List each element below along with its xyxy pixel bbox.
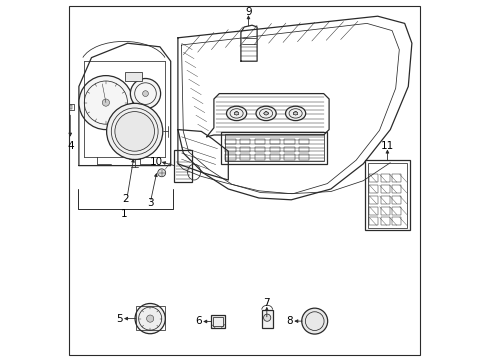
- Bar: [392, 196, 401, 204]
- Ellipse shape: [293, 112, 297, 115]
- Ellipse shape: [264, 112, 267, 115]
- Bar: [299, 147, 309, 152]
- Ellipse shape: [293, 112, 297, 115]
- Circle shape: [146, 315, 153, 322]
- Circle shape: [158, 169, 165, 177]
- Text: 11: 11: [380, 141, 393, 151]
- Circle shape: [301, 308, 327, 334]
- Ellipse shape: [264, 112, 267, 115]
- Circle shape: [263, 314, 270, 321]
- Bar: [211, 315, 224, 328]
- Text: 10: 10: [150, 157, 163, 167]
- Text: 9: 9: [244, 6, 251, 17]
- Text: 6: 6: [195, 316, 202, 327]
- Bar: [380, 217, 389, 225]
- Text: 8: 8: [285, 316, 292, 326]
- Bar: [240, 147, 250, 152]
- Bar: [221, 132, 326, 164]
- Ellipse shape: [234, 112, 238, 115]
- Bar: [367, 163, 406, 228]
- Ellipse shape: [234, 112, 238, 115]
- Ellipse shape: [293, 112, 297, 115]
- Ellipse shape: [264, 112, 267, 115]
- Bar: [269, 147, 279, 152]
- Circle shape: [135, 303, 165, 334]
- Bar: [299, 139, 309, 144]
- Bar: [392, 185, 401, 193]
- Bar: [240, 154, 250, 160]
- Bar: [368, 196, 378, 204]
- Bar: [213, 317, 223, 326]
- Bar: [284, 147, 294, 152]
- Ellipse shape: [264, 112, 267, 115]
- Ellipse shape: [226, 106, 246, 121]
- Ellipse shape: [293, 112, 297, 115]
- Bar: [284, 154, 294, 160]
- Bar: [368, 217, 378, 225]
- Bar: [380, 185, 389, 193]
- Circle shape: [130, 78, 160, 109]
- Ellipse shape: [293, 112, 297, 115]
- Ellipse shape: [293, 112, 297, 115]
- Circle shape: [102, 99, 109, 106]
- Circle shape: [79, 76, 133, 130]
- Bar: [269, 139, 279, 144]
- Bar: [368, 174, 378, 182]
- Ellipse shape: [256, 106, 276, 121]
- Ellipse shape: [234, 112, 238, 115]
- Ellipse shape: [264, 112, 267, 115]
- Bar: [70, 105, 72, 109]
- Ellipse shape: [264, 112, 267, 115]
- Bar: [254, 139, 264, 144]
- Ellipse shape: [293, 112, 297, 115]
- Bar: [225, 154, 235, 160]
- Ellipse shape: [234, 112, 238, 115]
- Bar: [254, 147, 264, 152]
- Ellipse shape: [285, 106, 305, 121]
- Bar: [225, 147, 235, 152]
- Bar: [368, 185, 378, 193]
- Circle shape: [142, 91, 148, 96]
- Bar: [380, 174, 389, 182]
- Text: 7: 7: [263, 298, 269, 308]
- Bar: [299, 154, 309, 160]
- Circle shape: [115, 112, 154, 151]
- Text: 2: 2: [122, 194, 129, 204]
- Ellipse shape: [264, 112, 267, 115]
- Ellipse shape: [264, 112, 267, 115]
- Bar: [174, 150, 191, 182]
- Text: 3: 3: [146, 198, 153, 208]
- Bar: [136, 306, 164, 330]
- Circle shape: [106, 103, 163, 159]
- Bar: [392, 207, 401, 215]
- Text: 1: 1: [121, 209, 127, 219]
- Text: 4: 4: [67, 141, 73, 151]
- Ellipse shape: [293, 112, 297, 115]
- Bar: [380, 207, 389, 215]
- Ellipse shape: [234, 112, 238, 115]
- Bar: [380, 196, 389, 204]
- Ellipse shape: [234, 112, 238, 115]
- Bar: [224, 134, 323, 161]
- Text: 5: 5: [116, 314, 122, 324]
- Ellipse shape: [234, 112, 238, 115]
- Bar: [225, 139, 235, 144]
- Bar: [261, 310, 272, 328]
- Bar: [125, 72, 142, 81]
- Bar: [240, 139, 250, 144]
- Ellipse shape: [234, 112, 238, 115]
- Bar: [365, 160, 409, 230]
- Bar: [269, 154, 279, 160]
- Bar: [284, 139, 294, 144]
- Bar: [392, 217, 401, 225]
- Bar: [368, 207, 378, 215]
- Bar: [392, 174, 401, 182]
- Bar: [254, 154, 264, 160]
